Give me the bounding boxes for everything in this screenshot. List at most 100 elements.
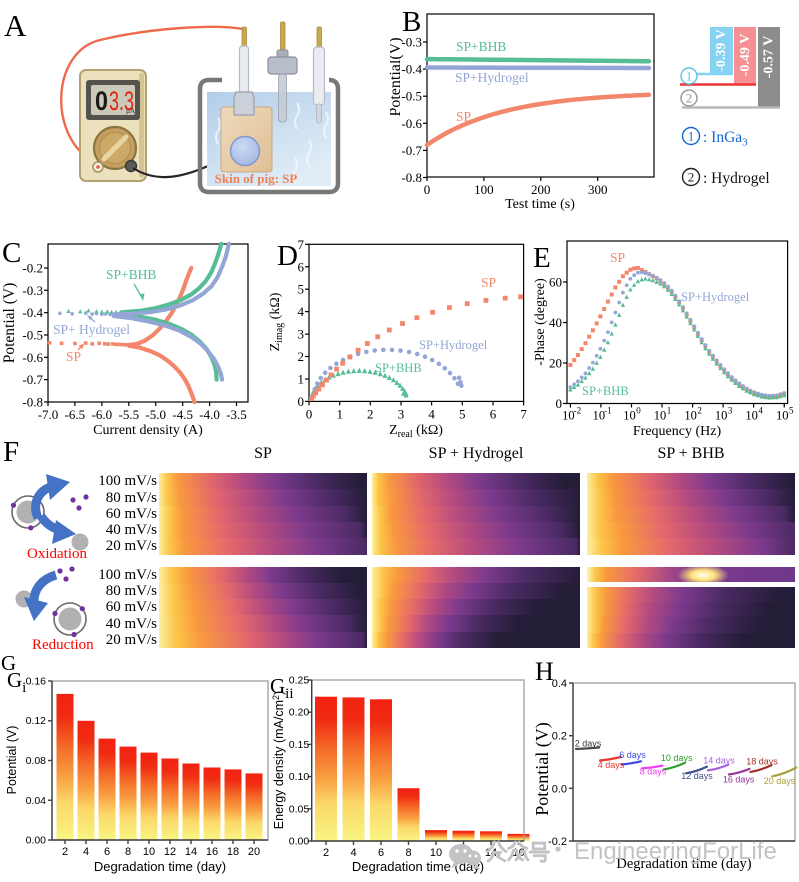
svg-text:10: 10 [715, 409, 728, 423]
svg-text:5: 5 [459, 406, 466, 421]
svg-text:B: B [402, 6, 421, 38]
svg-text:-0.39 V: -0.39 V [714, 29, 729, 72]
svg-text:H: H [535, 657, 554, 686]
svg-text:4 days: 4 days [598, 760, 625, 770]
svg-text:SP+BHB: SP+BHB [456, 39, 506, 54]
svg-text:0.0: 0.0 [552, 783, 567, 795]
svg-text:Degradation time (day): Degradation time (day) [352, 859, 484, 874]
svg-text:7: 7 [298, 237, 305, 252]
svg-text:-5.5: -5.5 [119, 407, 140, 422]
svg-text:E: E [533, 242, 551, 274]
svg-text:0.20: 0.20 [289, 707, 310, 719]
svg-text:SP+Hydrogel: SP+Hydrogel [419, 338, 488, 352]
svg-text:2: 2 [323, 847, 329, 859]
svg-text:6 days: 6 days [619, 750, 646, 760]
svg-text:10: 10 [654, 409, 667, 423]
svg-text:-0.5: -0.5 [22, 328, 43, 343]
svg-text:-0.2: -0.2 [548, 836, 567, 848]
svg-text:0: 0 [424, 182, 431, 197]
svg-text:: InGa3: : InGa3 [703, 129, 748, 149]
svg-text:6: 6 [490, 406, 497, 421]
svg-text:Skin of pig: SP: Skin of pig: SP [215, 171, 298, 186]
svg-text:-0.2: -0.2 [22, 261, 43, 276]
svg-text:0.04: 0.04 [26, 795, 47, 807]
svg-text:-0.5: -0.5 [401, 89, 422, 104]
svg-text:Gi: Gi [7, 668, 26, 696]
svg-text:0.10: 0.10 [289, 771, 310, 783]
svg-text:10: 10 [562, 409, 575, 423]
svg-text:0: 0 [298, 394, 305, 409]
svg-text:1: 1 [686, 69, 693, 84]
svg-text:-0.6: -0.6 [401, 116, 422, 131]
svg-text:10: 10 [430, 847, 442, 859]
svg-text:SP+BHB: SP+BHB [582, 384, 629, 398]
svg-text:0.00: 0.00 [289, 836, 310, 848]
svg-text:Degradation time (day): Degradation time (day) [616, 856, 751, 872]
svg-text:C: C [2, 237, 21, 269]
svg-text:8: 8 [405, 847, 411, 859]
svg-text:20 days: 20 days [764, 776, 796, 786]
svg-text:3.3: 3.3 [109, 86, 134, 116]
svg-text:6: 6 [298, 259, 305, 274]
svg-text:2: 2 [686, 91, 693, 106]
svg-text:10: 10 [776, 409, 789, 423]
svg-text:-0.3: -0.3 [401, 35, 422, 50]
svg-text:Test time (s): Test time (s) [505, 197, 575, 212]
svg-text:3: 3 [728, 406, 733, 416]
svg-text:A: A [4, 8, 27, 43]
svg-text:0: 0 [556, 396, 563, 411]
svg-text:SP: SP [610, 250, 625, 265]
svg-text:Potential(V): Potential(V) [390, 37, 404, 116]
svg-text:Degradation time (day): Degradation time (day) [94, 859, 226, 874]
svg-text:0: 0 [95, 86, 108, 116]
svg-text:4: 4 [428, 406, 435, 421]
svg-text:0.12: 0.12 [26, 715, 47, 727]
svg-text:3: 3 [298, 327, 305, 342]
svg-text:1: 1 [667, 406, 672, 416]
svg-text:EngineeringForLife: EngineeringForLife [574, 838, 777, 865]
svg-text:4: 4 [758, 406, 763, 416]
svg-text:-1: -1 [604, 406, 612, 416]
svg-text:-2: -2 [574, 406, 582, 416]
svg-text:SP+BHB: SP+BHB [375, 361, 422, 375]
svg-text:0.2: 0.2 [552, 731, 567, 743]
svg-text:-4.0: -4.0 [199, 407, 220, 422]
svg-text:100: 100 [474, 182, 494, 197]
svg-text:G: G [1, 655, 16, 675]
svg-text:4: 4 [350, 847, 356, 859]
svg-text:Energy density (mA/cm2): Energy density (mA/cm2) [271, 691, 286, 829]
svg-text:2 days: 2 days [575, 739, 602, 749]
svg-text:-0.49 V: -0.49 V [738, 34, 753, 77]
svg-text:-5.0: -5.0 [145, 407, 166, 422]
svg-text:-0.7: -0.7 [401, 143, 422, 158]
svg-text:1: 1 [298, 372, 305, 387]
svg-text:0.16: 0.16 [26, 676, 47, 688]
svg-text:µA: µA [126, 107, 135, 115]
svg-text:14: 14 [185, 846, 197, 858]
svg-text:Potential (V): Potential (V) [5, 726, 19, 795]
svg-text:0.25: 0.25 [289, 675, 310, 687]
svg-text:3: 3 [398, 406, 405, 421]
svg-text:-4.5: -4.5 [172, 407, 193, 422]
svg-text:SP: SP [66, 349, 81, 364]
svg-text:D: D [277, 240, 298, 272]
svg-text:12: 12 [164, 846, 176, 858]
svg-text:-0.4: -0.4 [22, 305, 43, 320]
svg-text:SP+ Hydrogel: SP+ Hydrogel [53, 322, 130, 337]
svg-text:2: 2 [62, 846, 68, 858]
svg-text:2: 2 [298, 349, 305, 364]
svg-text:8 days: 8 days [640, 767, 667, 777]
svg-text:SP: SP [481, 275, 496, 290]
svg-text:2: 2 [688, 170, 695, 185]
svg-text:18 days: 18 days [746, 757, 778, 767]
svg-text:: Hydrogel: : Hydrogel [703, 170, 770, 187]
svg-text:-0.57 V: -0.57 V [762, 36, 777, 79]
svg-text:-0.3: -0.3 [22, 283, 43, 298]
svg-text:7: 7 [520, 406, 527, 421]
svg-text:Oxidation: Oxidation [27, 546, 87, 562]
svg-text:14 days: 14 days [703, 756, 735, 766]
svg-text:-6.0: -6.0 [92, 407, 113, 422]
svg-text:SP: SP [456, 109, 471, 124]
svg-text:1: 1 [688, 129, 695, 144]
svg-text:18: 18 [227, 846, 239, 858]
